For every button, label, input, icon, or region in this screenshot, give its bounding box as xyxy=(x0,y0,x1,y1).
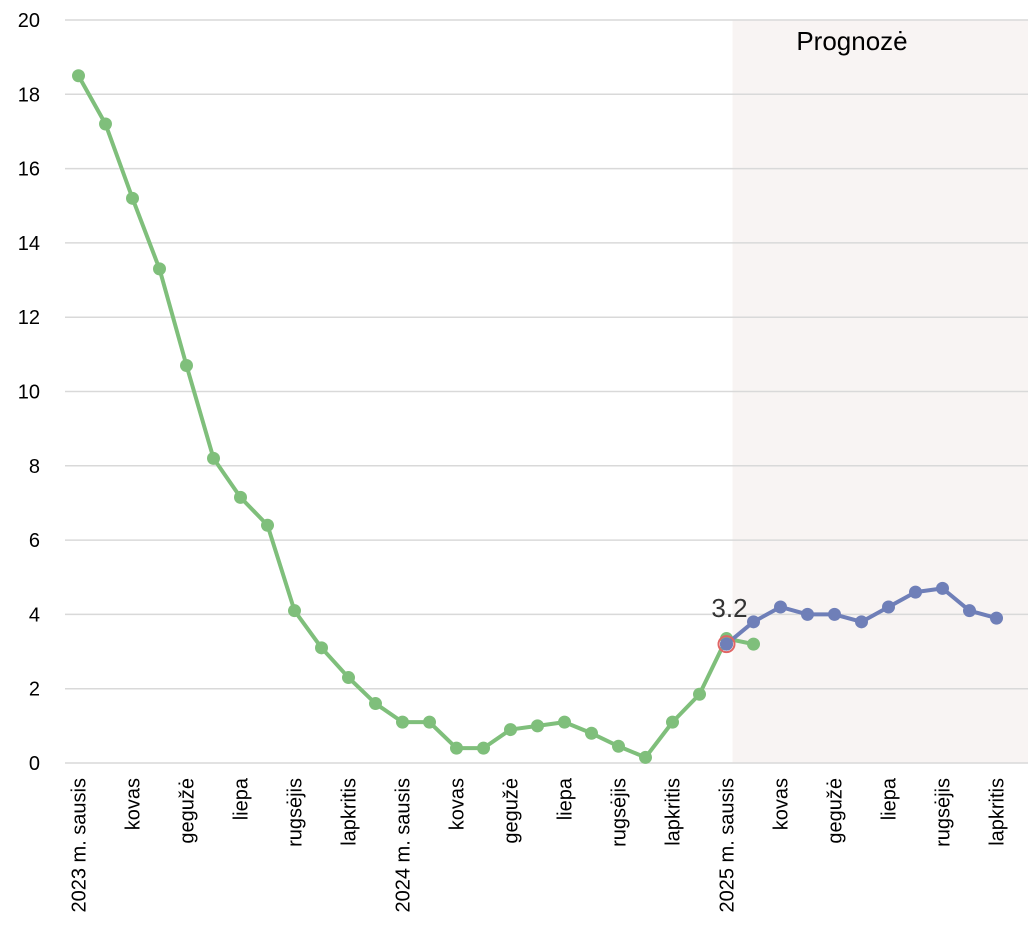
forecast-data-point xyxy=(936,581,949,595)
y-tick-label: 14 xyxy=(18,233,40,255)
actual-data-point xyxy=(261,518,274,532)
forecast-data-point xyxy=(990,611,1003,625)
x-tick-label: 2025 m. sausis xyxy=(717,778,739,913)
forecast-data-point xyxy=(963,604,976,618)
x-tick-label: rugsėjis xyxy=(285,778,307,847)
forecast-label: Prognozė xyxy=(796,26,907,56)
actual-data-point xyxy=(477,741,490,755)
actual-data-point xyxy=(531,719,544,733)
actual-data-point xyxy=(207,451,220,465)
x-tick-label: rugsėjis xyxy=(609,778,631,847)
forecast-data-point xyxy=(801,607,814,621)
y-tick-label: 18 xyxy=(18,84,40,106)
actual-data-point xyxy=(234,490,247,504)
actual-data-point xyxy=(504,723,517,737)
actual-data-point xyxy=(585,726,598,740)
x-tick-label: liepa xyxy=(555,777,577,820)
actual-data-point xyxy=(342,671,355,685)
x-tick-label: kovas xyxy=(447,778,469,830)
actual-data-point xyxy=(288,604,301,618)
y-tick-label: 4 xyxy=(29,604,40,626)
x-tick-label: lapkritis xyxy=(339,778,361,846)
y-tick-label: 16 xyxy=(18,159,40,181)
forecast-data-point xyxy=(909,585,922,599)
actual-data-point xyxy=(666,715,679,729)
y-tick-label: 12 xyxy=(18,307,40,329)
actual-data-point xyxy=(180,358,193,372)
x-tick-label: liepa xyxy=(879,777,901,820)
forecast-data-point xyxy=(747,615,760,629)
forecast-data-point xyxy=(828,607,841,621)
y-tick-label: 20 xyxy=(18,10,40,32)
x-tick-label: gegužė xyxy=(501,778,523,844)
highlight-marker xyxy=(717,635,736,654)
x-tick-label: kovas xyxy=(123,778,145,830)
forecast-data-point xyxy=(855,615,868,629)
y-tick-label: 10 xyxy=(18,382,40,404)
actual-data-point xyxy=(369,697,382,711)
actual-data-point xyxy=(423,715,436,729)
actual-data-point xyxy=(747,637,760,651)
y-tick-label: 2 xyxy=(29,679,40,701)
actual-data-point xyxy=(153,262,166,276)
x-tick-label: 2023 m. sausis xyxy=(69,778,91,913)
x-tick-label: 2024 m. sausis xyxy=(393,778,415,913)
y-tick-label: 6 xyxy=(29,530,40,552)
actual-data-point xyxy=(612,739,625,753)
actual-data-point xyxy=(396,715,409,729)
actual-data-point xyxy=(693,687,706,701)
highlight-point xyxy=(720,637,733,651)
y-tick-label: 8 xyxy=(29,456,40,478)
actual-series-line xyxy=(76,73,756,760)
x-tick-label: gegužė xyxy=(177,778,199,844)
actual-data-point xyxy=(72,69,85,83)
x-tick-label: rugsėjis xyxy=(933,778,955,847)
x-tick-label: lapkritis xyxy=(663,778,685,846)
actual-data-point xyxy=(126,191,139,205)
actual-data-point xyxy=(639,750,652,764)
actual-data-point xyxy=(558,715,571,729)
x-tick-label: liepa xyxy=(231,777,253,820)
data-label: 3.2 xyxy=(711,593,747,623)
x-tick-label: kovas xyxy=(771,778,793,830)
x-tick-label: gegužė xyxy=(825,778,847,844)
y-tick-label: 0 xyxy=(29,753,40,775)
x-tick-label: lapkritis xyxy=(987,778,1009,846)
actual-data-point xyxy=(450,741,463,755)
actual-data-point xyxy=(99,117,112,131)
forecast-data-point xyxy=(774,600,787,614)
actual-data-point xyxy=(315,641,328,655)
forecast-data-point xyxy=(882,600,895,614)
